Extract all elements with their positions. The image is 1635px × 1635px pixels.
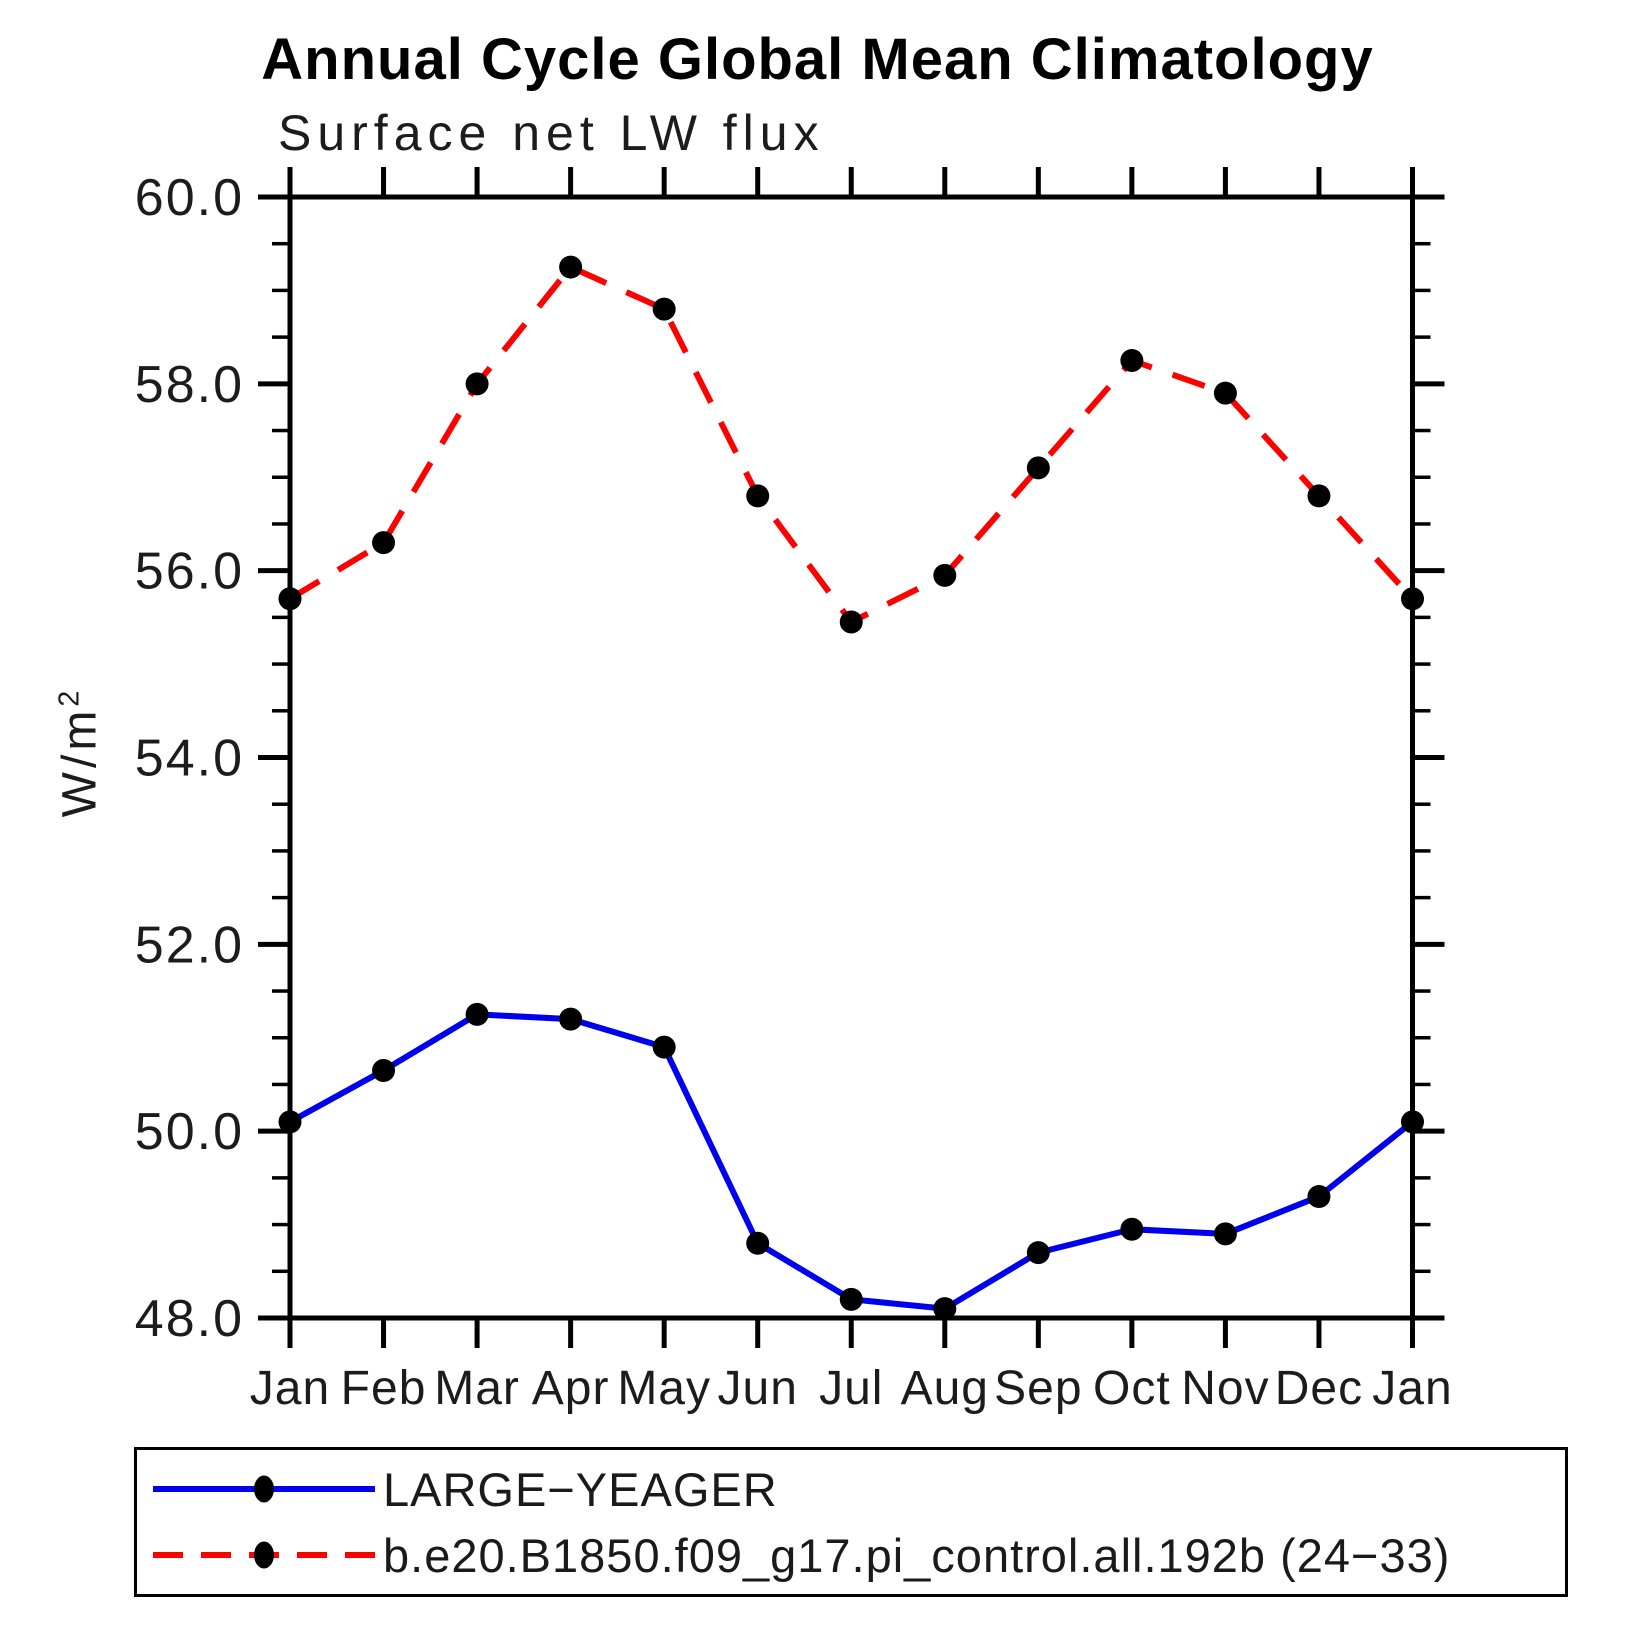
series-line-obs [288, 1011, 1415, 1312]
y-ticks-left [258, 194, 288, 1321]
y-tick-labels: 60.0 58.0 56.0 54.0 52.0 50.0 48.0 [135, 169, 244, 1348]
page-title: Annual Cycle Global Mean Climatology [261, 27, 1374, 92]
svg-text:50.0: 50.0 [135, 1103, 244, 1161]
svg-text:60.0: 60.0 [135, 169, 244, 227]
month-ticks-bottom [287, 1320, 1415, 1348]
legend-label-model: b.e20.B1850.f09_g17.pi_control.all.192b … [383, 1528, 1451, 1582]
svg-text:Apr: Apr [532, 1362, 610, 1415]
svg-text:52.0: 52.0 [135, 916, 244, 974]
month-ticks-top [287, 167, 1415, 195]
svg-text:Nov: Nov [1181, 1362, 1269, 1415]
axis-frame [287, 194, 1415, 1321]
svg-text:Sep: Sep [994, 1362, 1082, 1415]
svg-text:56.0: 56.0 [135, 543, 244, 601]
svg-text:54.0: 54.0 [135, 730, 244, 788]
legend-item-model: b.e20.B1850.f09_g17.pi_control.all.192b … [145, 1526, 1565, 1584]
svg-text:58.0: 58.0 [135, 356, 244, 414]
legend-line-sample-solid [153, 1475, 375, 1503]
svg-text:Jan: Jan [1372, 1362, 1452, 1415]
legend-box: LARGE−YEAGER b.e20.B1850.f09_g17.pi_cont… [134, 1447, 1568, 1597]
svg-text:48.0: 48.0 [135, 1290, 244, 1348]
legend-label-obs: LARGE−YEAGER [383, 1462, 778, 1516]
svg-text:Jan: Jan [250, 1362, 330, 1415]
svg-text:Jun: Jun [718, 1362, 798, 1415]
chart-subtitle: Surface net LW flux [278, 105, 825, 161]
legend-marker-dot [254, 1475, 274, 1503]
svg-text:Oct: Oct [1093, 1362, 1171, 1415]
y-ticks-right [1414, 194, 1445, 1321]
svg-text:Feb: Feb [341, 1362, 427, 1415]
svg-text:Mar: Mar [434, 1362, 520, 1415]
svg-text:Jul: Jul [819, 1362, 883, 1415]
x-tick-labels: Jan Feb Mar Apr May Jun Jul Aug Sep Oct Nov Dec Jan [250, 1362, 1452, 1415]
legend-line-sample-dashed [153, 1541, 375, 1569]
legend-item-obs: LARGE−YEAGER [145, 1460, 1565, 1518]
series-line-model [288, 264, 1415, 626]
svg-text:Aug: Aug [901, 1362, 989, 1415]
series-markers [278, 255, 1424, 634]
svg-text:Dec: Dec [1275, 1362, 1363, 1415]
series-markers [278, 1002, 1424, 1321]
legend-marker-dot [254, 1541, 274, 1569]
svg-text:May: May [617, 1362, 711, 1415]
